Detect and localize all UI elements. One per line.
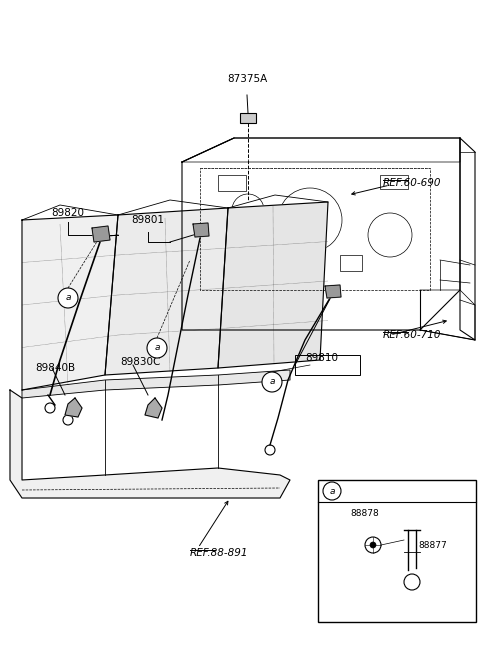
Text: 89810: 89810	[305, 353, 338, 363]
Polygon shape	[325, 285, 341, 298]
Text: REF.60-690: REF.60-690	[383, 178, 442, 188]
Circle shape	[370, 542, 376, 548]
Text: 87375A: 87375A	[227, 74, 267, 84]
Polygon shape	[193, 223, 209, 237]
Polygon shape	[92, 226, 110, 242]
Polygon shape	[145, 398, 162, 418]
Circle shape	[262, 372, 282, 392]
Circle shape	[323, 482, 341, 500]
Text: 88877: 88877	[418, 541, 447, 549]
Text: 89801: 89801	[132, 215, 165, 225]
Bar	[240, 113, 256, 123]
Text: 89830C: 89830C	[120, 357, 160, 367]
Text: 88878: 88878	[350, 509, 379, 518]
Bar	[340, 255, 362, 271]
Text: REF.60-710: REF.60-710	[383, 330, 442, 340]
Text: 89820: 89820	[51, 208, 84, 218]
Bar	[295, 355, 360, 375]
Bar	[318, 480, 476, 622]
Bar	[218, 175, 246, 191]
Circle shape	[58, 288, 78, 308]
Text: a: a	[269, 378, 275, 386]
Text: a: a	[329, 486, 335, 495]
Circle shape	[147, 338, 167, 358]
Polygon shape	[65, 398, 82, 417]
Polygon shape	[22, 370, 290, 398]
Polygon shape	[10, 390, 290, 498]
Text: a: a	[154, 344, 160, 353]
Text: 89840B: 89840B	[35, 363, 75, 373]
Bar	[380, 175, 408, 189]
Polygon shape	[105, 208, 228, 375]
Polygon shape	[218, 202, 328, 368]
Bar	[265, 255, 285, 270]
Text: REF.88-891: REF.88-891	[190, 548, 249, 558]
Text: a: a	[65, 294, 71, 302]
Polygon shape	[22, 215, 118, 390]
